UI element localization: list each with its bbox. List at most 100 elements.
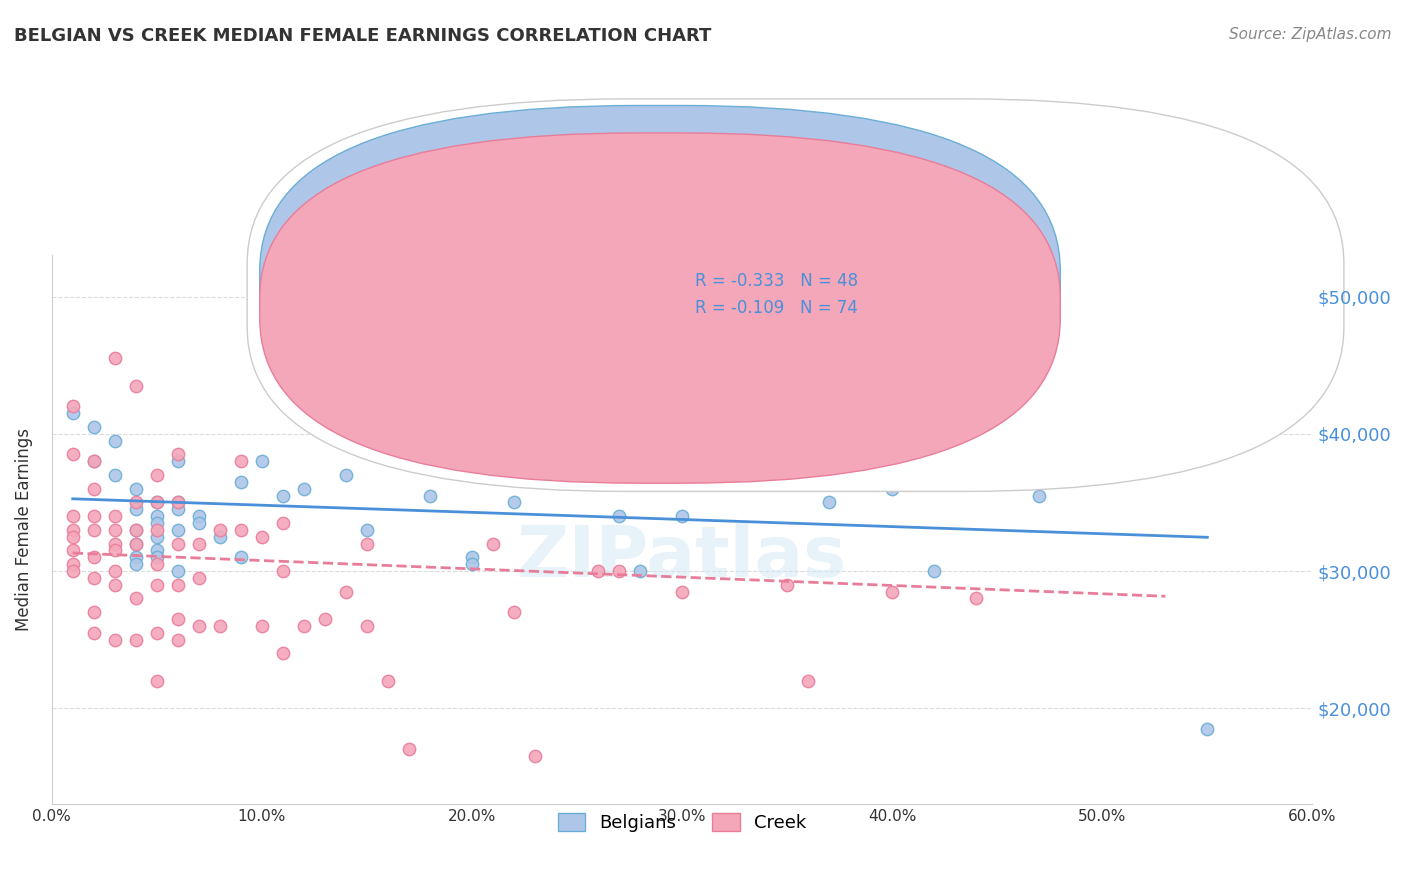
- Point: [229, 550, 252, 565]
- Point: [125, 495, 148, 509]
- Point: [125, 523, 148, 537]
- Point: [125, 550, 148, 565]
- Point: [125, 632, 148, 647]
- Point: [83, 550, 105, 565]
- Point: [250, 530, 273, 544]
- Point: [776, 461, 799, 475]
- Point: [62, 530, 84, 544]
- Text: R = -0.109   N = 74: R = -0.109 N = 74: [695, 299, 858, 317]
- Point: [607, 564, 630, 578]
- Point: [187, 571, 209, 585]
- Point: [125, 502, 148, 516]
- Point: [250, 619, 273, 633]
- Point: [250, 454, 273, 468]
- Point: [146, 495, 169, 509]
- Point: [104, 467, 127, 482]
- Point: [146, 557, 169, 571]
- Point: [62, 406, 84, 420]
- Point: [125, 482, 148, 496]
- Point: [524, 749, 547, 764]
- Point: [271, 489, 294, 503]
- Point: [62, 509, 84, 524]
- Point: [62, 447, 84, 461]
- Point: [166, 495, 188, 509]
- Point: [62, 543, 84, 558]
- Point: [922, 564, 945, 578]
- Point: [166, 536, 188, 550]
- Point: [146, 543, 169, 558]
- Point: [229, 523, 252, 537]
- Point: [104, 564, 127, 578]
- Point: [146, 625, 169, 640]
- Point: [377, 673, 399, 688]
- Point: [628, 564, 651, 578]
- Point: [83, 482, 105, 496]
- Point: [586, 564, 609, 578]
- Point: [461, 550, 484, 565]
- Point: [166, 632, 188, 647]
- Point: [187, 536, 209, 550]
- Point: [62, 400, 84, 414]
- Text: R = -0.333   N = 48: R = -0.333 N = 48: [695, 271, 858, 290]
- Point: [166, 578, 188, 592]
- Point: [125, 536, 148, 550]
- Point: [104, 509, 127, 524]
- Point: [1154, 420, 1177, 434]
- Point: [83, 454, 105, 468]
- Point: [104, 523, 127, 537]
- Point: [83, 571, 105, 585]
- Point: [356, 619, 378, 633]
- Point: [62, 557, 84, 571]
- Point: [146, 523, 169, 537]
- Point: [503, 605, 526, 619]
- Point: [125, 378, 148, 392]
- Point: [166, 564, 188, 578]
- Point: [356, 523, 378, 537]
- Point: [187, 509, 209, 524]
- Point: [62, 564, 84, 578]
- Point: [104, 351, 127, 366]
- Point: [818, 495, 841, 509]
- Point: [797, 673, 820, 688]
- Point: [271, 516, 294, 530]
- Point: [229, 475, 252, 489]
- Point: [292, 619, 315, 633]
- Point: [125, 523, 148, 537]
- Point: [208, 530, 231, 544]
- Point: [166, 454, 188, 468]
- FancyBboxPatch shape: [260, 133, 1060, 483]
- Point: [565, 454, 588, 468]
- Point: [104, 632, 127, 647]
- Point: [882, 584, 904, 599]
- Point: [146, 673, 169, 688]
- Point: [125, 536, 148, 550]
- Point: [1028, 489, 1050, 503]
- Point: [146, 516, 169, 530]
- Point: [166, 495, 188, 509]
- Point: [398, 310, 420, 325]
- Legend: Belgians, Creek: Belgians, Creek: [551, 805, 814, 839]
- Point: [271, 564, 294, 578]
- Text: BELGIAN VS CREEK MEDIAN FEMALE EARNINGS CORRELATION CHART: BELGIAN VS CREEK MEDIAN FEMALE EARNINGS …: [14, 27, 711, 45]
- Point: [1154, 372, 1177, 386]
- Point: [776, 578, 799, 592]
- Point: [229, 454, 252, 468]
- Point: [83, 420, 105, 434]
- Point: [166, 523, 188, 537]
- Point: [1197, 722, 1219, 736]
- Y-axis label: Median Female Earnings: Median Female Earnings: [15, 428, 32, 632]
- Point: [356, 536, 378, 550]
- Point: [335, 584, 357, 599]
- Point: [104, 543, 127, 558]
- Point: [271, 646, 294, 660]
- Text: Source: ZipAtlas.com: Source: ZipAtlas.com: [1229, 27, 1392, 42]
- Point: [166, 502, 188, 516]
- Point: [461, 557, 484, 571]
- Point: [335, 467, 357, 482]
- Point: [83, 454, 105, 468]
- Point: [965, 591, 987, 606]
- Point: [146, 509, 169, 524]
- Point: [83, 523, 105, 537]
- Point: [146, 495, 169, 509]
- Point: [187, 619, 209, 633]
